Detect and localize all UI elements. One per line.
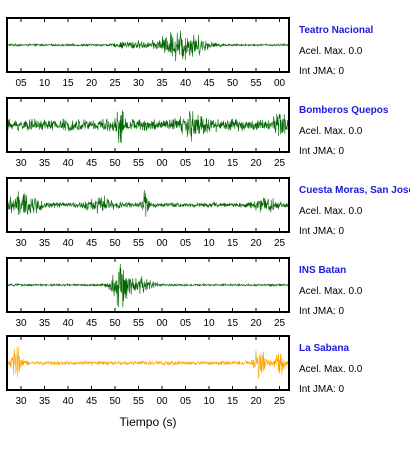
tick-label: 20 bbox=[250, 318, 262, 329]
tick-label: 50 bbox=[227, 78, 239, 89]
panel-1: 05 10 15 20 25 30 35 40 45 50 55 00 Teatro Nacional A… bbox=[6, 17, 373, 89]
panel-3: 30 35 40 45 50 55 00 05 10 15 20 25 Cuesta Moras, Sa… bbox=[6, 177, 410, 249]
tick-label: 20 bbox=[86, 78, 98, 89]
tick-label: 05 bbox=[180, 238, 192, 249]
tick-label: 05 bbox=[180, 158, 192, 169]
station-name: INS Batan bbox=[299, 265, 346, 276]
tick-label: 10 bbox=[39, 78, 51, 89]
tick-label: 40 bbox=[62, 158, 74, 169]
station-name: Teatro Nacional bbox=[299, 25, 373, 36]
waveform-trace bbox=[7, 110, 289, 144]
waveform-trace bbox=[7, 189, 289, 217]
tick-label: 35 bbox=[156, 78, 168, 89]
panel-frame bbox=[6, 17, 290, 73]
tick-label: 50 bbox=[109, 318, 121, 329]
tick-label: 40 bbox=[62, 318, 74, 329]
tick-label: 05 bbox=[15, 78, 27, 89]
tick-label: 45 bbox=[86, 238, 98, 249]
panel-frame bbox=[6, 257, 290, 313]
station-name: La Sabana bbox=[299, 343, 349, 354]
tick-label: 40 bbox=[62, 396, 74, 407]
tick-label: 40 bbox=[62, 238, 74, 249]
jma-intensity-label: Int JMA: 0 bbox=[299, 66, 344, 77]
x-axis-title: Tiempo (s) bbox=[120, 415, 177, 429]
tick-label: 30 bbox=[15, 238, 27, 249]
tick-label: 25 bbox=[109, 78, 121, 89]
tick-label: 20 bbox=[250, 158, 262, 169]
tick-label: 10 bbox=[203, 318, 215, 329]
tick-label: 05 bbox=[180, 396, 192, 407]
tick-label: 00 bbox=[156, 396, 168, 407]
jma-intensity-label: Int JMA: 0 bbox=[299, 146, 344, 157]
tick-label: 15 bbox=[227, 158, 239, 169]
tick-label: 45 bbox=[86, 396, 98, 407]
tick-label: 30 bbox=[15, 158, 27, 169]
tick-label: 20 bbox=[250, 238, 262, 249]
tick-label: 45 bbox=[86, 318, 98, 329]
tick-label: 00 bbox=[156, 238, 168, 249]
accel-max-label: Acel. Max. 0.0 bbox=[299, 286, 363, 297]
accel-max-label: Acel. Max. 0.0 bbox=[299, 126, 363, 137]
accel-max-label: Acel. Max. 0.0 bbox=[299, 364, 363, 375]
station-name: Bomberos Quepos bbox=[299, 105, 389, 116]
panel-frame bbox=[6, 335, 290, 391]
panel-frame bbox=[6, 97, 290, 153]
panel-2: 30 35 40 45 50 55 00 05 10 15 20 25 Bomberos Quepos A… bbox=[6, 97, 389, 169]
tick-label: 15 bbox=[227, 396, 239, 407]
tick-label: 50 bbox=[109, 158, 121, 169]
waveform-trace bbox=[7, 30, 289, 62]
tick-label: 35 bbox=[39, 158, 51, 169]
tick-label: 45 bbox=[203, 78, 215, 89]
tick-label: 55 bbox=[250, 78, 262, 89]
tick-label: 15 bbox=[62, 78, 74, 89]
tick-label: 25 bbox=[274, 238, 286, 249]
tick-label: 00 bbox=[156, 158, 168, 169]
tick-label: 55 bbox=[133, 318, 145, 329]
tick-label: 50 bbox=[109, 238, 121, 249]
tick-label: 55 bbox=[133, 238, 145, 249]
tick-label: 15 bbox=[227, 318, 239, 329]
waveform-trace bbox=[7, 346, 289, 380]
tick-label: 10 bbox=[203, 238, 215, 249]
accel-max-label: Acel. Max. 0.0 bbox=[299, 206, 363, 217]
tick-label: 05 bbox=[180, 318, 192, 329]
jma-intensity-label: Int JMA: 0 bbox=[299, 384, 344, 395]
tick-label: 10 bbox=[203, 396, 215, 407]
tick-label: 50 bbox=[109, 396, 121, 407]
tick-label: 35 bbox=[39, 238, 51, 249]
tick-label: 30 bbox=[15, 318, 27, 329]
tick-label: 40 bbox=[180, 78, 192, 89]
tick-label: 35 bbox=[39, 396, 51, 407]
tick-label: 55 bbox=[133, 396, 145, 407]
tick-label: 45 bbox=[86, 158, 98, 169]
tick-label: 35 bbox=[39, 318, 51, 329]
tick-label: 30 bbox=[133, 78, 145, 89]
tick-label: 00 bbox=[274, 78, 286, 89]
tick-label: 20 bbox=[250, 396, 262, 407]
tick-label: 25 bbox=[274, 318, 286, 329]
tick-label: 30 bbox=[15, 396, 27, 407]
panel-frame bbox=[6, 177, 290, 233]
waveform-trace bbox=[7, 264, 289, 308]
jma-intensity-label: Int JMA: 0 bbox=[299, 306, 344, 317]
tick-label: 25 bbox=[274, 158, 286, 169]
tick-label: 25 bbox=[274, 396, 286, 407]
tick-label: 55 bbox=[133, 158, 145, 169]
tick-label: 15 bbox=[227, 238, 239, 249]
panel-4: 30 35 40 45 50 55 00 05 10 15 20 25 INS Batan Acel. M… bbox=[6, 257, 363, 329]
tick-label: 00 bbox=[156, 318, 168, 329]
tick-label: 10 bbox=[203, 158, 215, 169]
station-name: Cuesta Moras, San Jose bbox=[299, 185, 410, 196]
panels-group: 05 10 15 20 25 30 35 40 45 50 55 00 Teatro Nacional A… bbox=[6, 17, 410, 407]
panel-5: 30 35 40 45 50 55 00 05 10 15 20 25 La Sabana Acel. M… bbox=[6, 335, 363, 407]
accel-max-label: Acel. Max. 0.0 bbox=[299, 46, 363, 57]
jma-intensity-label: Int JMA: 0 bbox=[299, 226, 344, 237]
